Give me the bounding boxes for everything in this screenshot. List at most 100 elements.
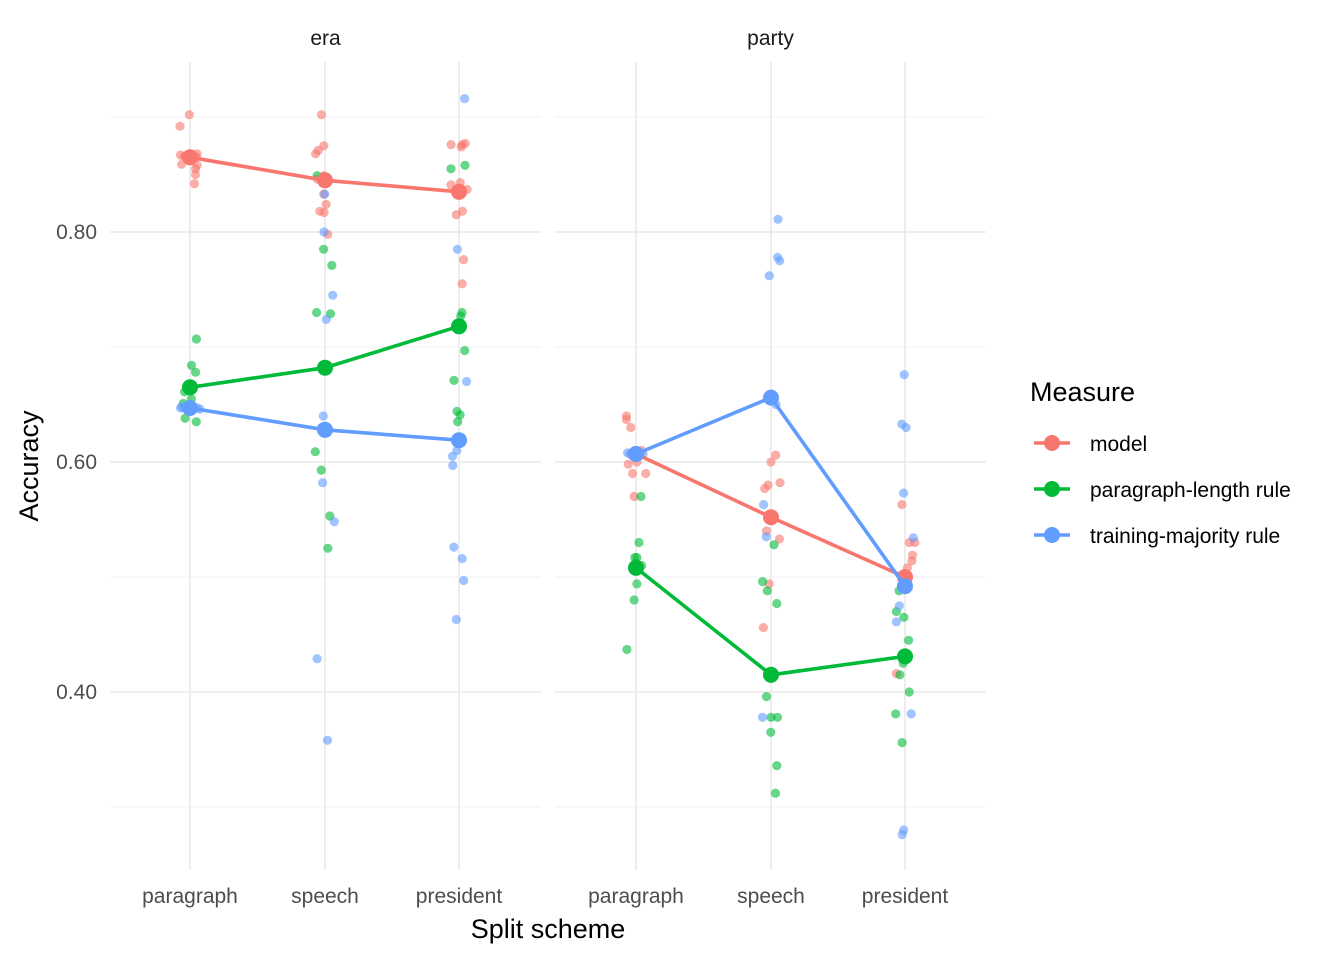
data-point-model — [621, 414, 632, 425]
data-point-paragraph-length-rule — [772, 761, 782, 771]
data-point-paragraph-length-rule — [186, 360, 197, 370]
data-point-paragraph-length-rule — [316, 465, 326, 475]
legend-key-point — [1044, 481, 1060, 497]
data-point-paragraph-length-rule — [622, 644, 632, 655]
data-point-training-majority-rule — [328, 290, 338, 300]
legend-label: model — [1090, 433, 1147, 456]
mean-point-model — [182, 149, 198, 166]
data-point-paragraph-length-rule — [758, 577, 768, 587]
data-point-paragraph-length-rule — [904, 635, 914, 645]
data-point-paragraph-length-rule — [449, 375, 459, 385]
data-point-model — [456, 142, 466, 152]
data-point-model — [771, 450, 781, 460]
data-point-training-majority-rule — [447, 451, 458, 461]
data-point-paragraph-length-rule — [191, 367, 201, 377]
data-point-paragraph-length-rule — [766, 727, 776, 737]
data-point-model — [459, 255, 469, 265]
data-point-model — [775, 478, 785, 488]
mean-point-training-majority-rule — [763, 389, 779, 406]
panel-party: party paragraph speech president — [555, 27, 986, 908]
data-point-paragraph-length-rule — [899, 612, 909, 622]
x-axis-title: Split scheme — [471, 914, 626, 944]
data-point-model — [319, 207, 329, 218]
data-point-paragraph-length-rule — [772, 712, 783, 722]
mean-point-training-majority-rule — [451, 432, 467, 449]
data-point-training-majority-rule — [901, 422, 911, 433]
y-tick-label: 0.60 — [56, 451, 97, 474]
data-point-model — [190, 169, 201, 180]
legend-key-point — [1044, 527, 1060, 543]
data-point-paragraph-length-rule — [310, 447, 320, 457]
data-point-training-majority-rule — [899, 488, 909, 498]
data-point-training-majority-rule — [459, 575, 469, 586]
legend-item-model: model — [1034, 433, 1147, 456]
data-point-training-majority-rule — [759, 500, 769, 510]
data-point-training-majority-rule — [320, 189, 330, 199]
mean-point-training-majority-rule — [628, 446, 644, 462]
legend-item-training-majority-rule: training-majority rule — [1034, 525, 1280, 548]
y-tick-label: 0.80 — [56, 221, 97, 244]
data-point-paragraph-length-rule — [769, 540, 779, 550]
data-point-paragraph-length-rule — [762, 586, 772, 596]
mean-point-paragraph-length-rule — [317, 359, 333, 376]
data-point-model — [623, 459, 633, 469]
data-point-model — [760, 483, 770, 494]
data-point-paragraph-length-rule — [891, 709, 901, 719]
mean-point-paragraph-length-rule — [451, 318, 467, 335]
mean-point-paragraph-length-rule — [182, 379, 198, 396]
strip-label-era: era — [310, 27, 341, 50]
data-point-training-majority-rule — [460, 94, 470, 104]
data-point-paragraph-length-rule — [180, 413, 190, 423]
data-point-model — [175, 121, 185, 131]
data-point-paragraph-length-rule — [460, 345, 470, 356]
data-point-paragraph-length-rule — [327, 260, 337, 270]
data-point-paragraph-length-rule — [761, 692, 772, 702]
mean-point-training-majority-rule — [182, 400, 198, 416]
data-point-paragraph-length-rule — [766, 712, 776, 722]
data-point-model — [446, 140, 456, 150]
legend-label: training-majority rule — [1090, 525, 1280, 548]
data-point-training-majority-rule — [773, 214, 783, 224]
data-point-model — [311, 149, 321, 159]
data-point-model — [316, 110, 327, 120]
legend: Measure model paragraph-length rule traini… — [1030, 377, 1291, 548]
mean-point-training-majority-rule — [897, 578, 913, 595]
data-point-paragraph-length-rule — [632, 579, 642, 589]
mean-point-training-majority-rule — [317, 421, 333, 438]
mean-point-model — [763, 509, 779, 526]
data-point-training-majority-rule — [908, 533, 919, 543]
data-point-model — [629, 491, 639, 502]
data-point-model — [766, 457, 776, 467]
data-point-paragraph-length-rule — [446, 164, 456, 174]
data-point-paragraph-length-rule — [636, 491, 646, 502]
data-point-paragraph-length-rule — [456, 311, 466, 321]
data-point-training-majority-rule — [775, 256, 785, 266]
legend-key-point — [1044, 435, 1060, 451]
legend-item-paragraph-length-rule: paragraph-length rule — [1034, 479, 1291, 502]
mean-point-model — [451, 183, 467, 200]
data-point-training-majority-rule — [891, 617, 902, 627]
data-point-paragraph-length-rule — [897, 738, 907, 748]
data-point-training-majority-rule — [897, 830, 907, 840]
mean-point-paragraph-length-rule — [628, 559, 644, 576]
data-point-training-majority-rule — [318, 411, 328, 421]
y-tick-label: 0.40 — [56, 681, 97, 704]
data-point-paragraph-length-rule — [323, 543, 333, 553]
data-point-training-majority-rule — [462, 376, 472, 387]
data-point-model — [321, 199, 331, 209]
data-point-model — [641, 468, 651, 479]
x-tick-label: speech — [291, 885, 359, 908]
data-point-training-majority-rule — [451, 614, 461, 625]
data-point-training-majority-rule — [329, 517, 339, 527]
data-point-paragraph-length-rule — [772, 598, 782, 609]
data-point-training-majority-rule — [452, 244, 462, 254]
data-point-model — [451, 210, 461, 220]
data-point-training-majority-rule — [448, 460, 458, 471]
x-tick-label: paragraph — [588, 885, 684, 908]
data-point-training-majority-rule — [312, 654, 322, 664]
data-point-training-majority-rule — [764, 271, 774, 281]
data-point-paragraph-length-rule — [904, 687, 914, 697]
data-point-paragraph-length-rule — [312, 307, 322, 318]
data-point-paragraph-length-rule — [460, 160, 470, 170]
data-point-model — [184, 110, 194, 120]
